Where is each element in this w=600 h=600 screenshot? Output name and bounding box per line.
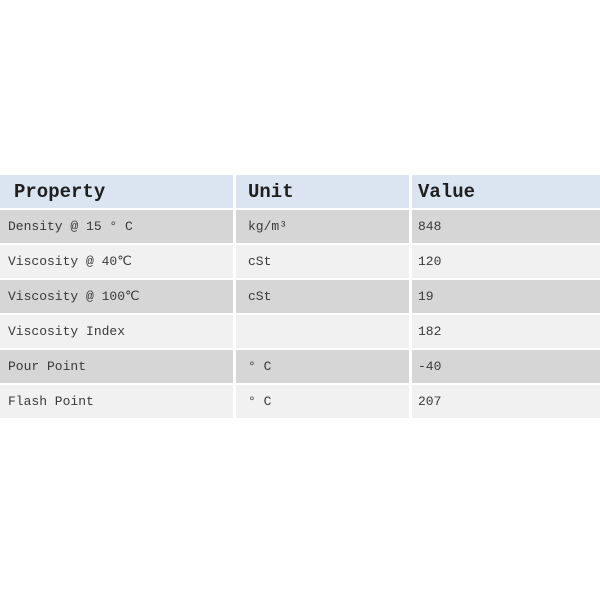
column-header-value: Value: [412, 175, 600, 208]
cell-value: 848: [412, 210, 600, 243]
cell-property: Viscosity @ 40℃: [0, 245, 233, 278]
cell-property: Viscosity Index: [0, 315, 233, 348]
column-header-property: Property: [0, 175, 233, 208]
cell-unit: ° C: [236, 385, 409, 418]
cell-value: 19: [412, 280, 600, 313]
cell-value: -40: [412, 350, 600, 383]
column-header-unit: Unit: [236, 175, 409, 208]
cell-value: 182: [412, 315, 600, 348]
cell-unit: ° C: [236, 350, 409, 383]
cell-unit: kg/m³: [236, 210, 409, 243]
cell-property: Pour Point: [0, 350, 233, 383]
cell-unit: cSt: [236, 280, 409, 313]
cell-property: Viscosity @ 100℃: [0, 280, 233, 313]
cell-unit: [236, 315, 409, 348]
cell-value: 120: [412, 245, 600, 278]
cell-property: Density @ 15 ° C: [0, 210, 233, 243]
cell-unit: cSt: [236, 245, 409, 278]
cell-value: 207: [412, 385, 600, 418]
cell-property: Flash Point: [0, 385, 233, 418]
